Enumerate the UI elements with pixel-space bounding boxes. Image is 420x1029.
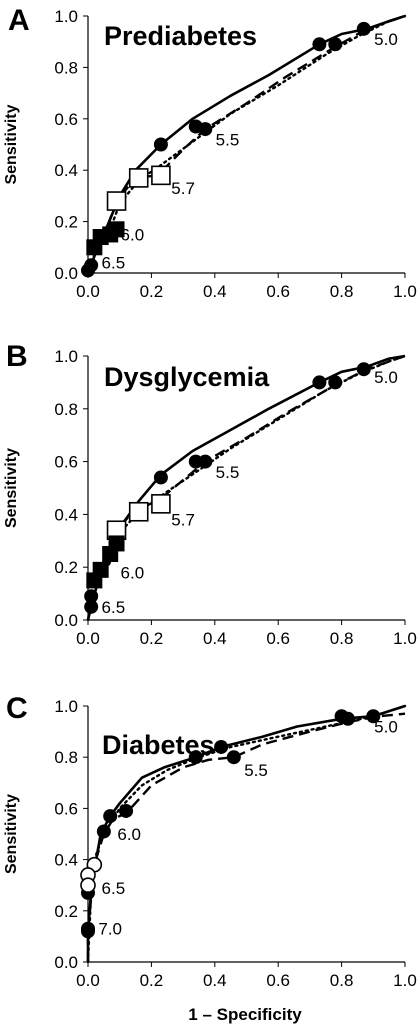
marker-square-open xyxy=(106,191,127,211)
marker-circle-filled xyxy=(366,709,381,724)
x-axis-label: 1 – Specificity xyxy=(188,1005,302,1024)
y-axis-label: Sensitivity xyxy=(3,104,20,184)
y-tick-label: 1.0 xyxy=(54,7,78,26)
x-tick-label: 1.0 xyxy=(393,971,417,990)
marker-square-filled xyxy=(108,535,125,552)
x-tick-label: 0.6 xyxy=(266,971,290,990)
cutoff-label: 6.0 xyxy=(121,563,145,582)
cutoff-label: 6.0 xyxy=(117,825,141,844)
y-tick-label: 0.0 xyxy=(54,264,78,283)
y-tick-label: 0.6 xyxy=(54,799,78,818)
marker-circle-filled xyxy=(153,137,168,152)
panel-a: 0.0 0.2 0.4 0.6 0.8 1.0 0.0 0.2 0.4 0.6 0.8 1.0 Sens… xyxy=(3,4,417,301)
cutoff-label: 5.5 xyxy=(216,130,240,149)
x-tick-label: 0.6 xyxy=(266,282,290,301)
panel-b: 0.0 0.2 0.4 0.6 0.8 1.0 0.0 0.2 0.4 0.6 0.8 1.0 Sens… xyxy=(3,340,417,648)
y-tick-label: 0.8 xyxy=(54,748,78,767)
marker-square-filled xyxy=(108,221,125,238)
cutoff-label: 5.5 xyxy=(216,463,240,482)
x-tick-label: 0.8 xyxy=(330,282,354,301)
y-tick-label: 0.2 xyxy=(54,902,78,921)
cutoff-label: 7.0 xyxy=(98,920,122,939)
x-tick-label: 0.0 xyxy=(76,629,100,648)
y-tick-label: 0.0 xyxy=(54,953,78,972)
series-line-dashed xyxy=(86,712,406,962)
cutoff-label: 6.5 xyxy=(102,598,126,617)
x-tick-label: 0.8 xyxy=(330,971,354,990)
x-tick-label: 0.4 xyxy=(203,629,227,648)
x-tick-label: 0.2 xyxy=(140,282,164,301)
marker-circle-filled xyxy=(84,599,99,614)
x-tick-label: 1.0 xyxy=(393,629,417,648)
marker-circle-filled xyxy=(103,809,118,824)
marker-circle-filled xyxy=(96,824,111,839)
marker-circle-filled xyxy=(312,375,327,390)
marker-circle-filled xyxy=(334,709,349,724)
marker-circle-filled xyxy=(226,750,241,765)
cutoff-label: 5.0 xyxy=(374,30,398,49)
y-tick-label: 0.4 xyxy=(54,161,78,180)
y-tick-label: 0.6 xyxy=(54,110,78,129)
panel-title: Dysglycemia xyxy=(104,362,270,392)
marker-circle-filled xyxy=(188,750,203,765)
cutoff-label: 5.7 xyxy=(171,511,195,530)
marker-circle-filled xyxy=(198,122,213,137)
marker-circle-filled xyxy=(84,258,99,273)
cutoff-label: 5.0 xyxy=(374,368,398,387)
y-axis-label: Sensitivity xyxy=(3,794,20,874)
y-tick-label: 1.0 xyxy=(54,347,78,366)
marker-circle-filled xyxy=(214,739,229,754)
x-tick-label: 0.2 xyxy=(140,629,164,648)
x-tick-label: 0.8 xyxy=(330,629,354,648)
cutoff-label: 5.7 xyxy=(171,179,195,198)
marker-circle-filled xyxy=(84,589,99,604)
marker-circle-filled xyxy=(81,924,95,939)
cutoff-label: 6.5 xyxy=(102,879,126,898)
cutoff-label: 5.0 xyxy=(374,717,398,736)
cutoff-label: 6.5 xyxy=(102,254,126,273)
x-tick-label: 0.4 xyxy=(203,971,227,990)
x-tick-label: 0.0 xyxy=(76,282,100,301)
panel-c: 0.0 0.2 0.4 0.6 0.8 1.0 0.0 0.2 0.4 0.6 0.8 1.0 Sens… xyxy=(3,692,417,990)
marker-circle-filled xyxy=(119,803,134,818)
y-tick-label: 0.2 xyxy=(54,558,78,577)
marker-square-open xyxy=(128,501,149,522)
cutoff-label: 5.5 xyxy=(244,761,268,780)
panel-letter: A xyxy=(8,4,30,37)
y-tick-label: 0.6 xyxy=(54,453,78,472)
marker-circle-filled xyxy=(312,37,327,52)
marker-square-open xyxy=(128,168,149,188)
panel-letter: C xyxy=(6,692,28,725)
y-tick-label: 0.8 xyxy=(54,400,78,419)
x-tick-label: 1.0 xyxy=(393,282,417,301)
marker-square-open xyxy=(151,494,171,514)
panel-title: Prediabetes xyxy=(104,21,257,51)
y-tick-label: 0.4 xyxy=(54,505,78,524)
marker-circle-open xyxy=(80,877,96,894)
x-tick-label: 0.2 xyxy=(140,971,164,990)
marker-circle-filled xyxy=(153,470,168,485)
y-tick-label: 0.8 xyxy=(54,58,78,77)
marker-circle-filled xyxy=(328,37,343,52)
x-tick-label: 0.0 xyxy=(76,971,100,990)
y-tick-label: 0.0 xyxy=(54,611,78,630)
cutoff-label: 6.0 xyxy=(121,225,145,244)
y-axis-label: Sensitivity xyxy=(3,448,20,528)
y-tick-label: 0.4 xyxy=(54,851,78,870)
panel-letter: B xyxy=(6,340,28,373)
y-tick-label: 0.2 xyxy=(54,213,78,232)
marker-circle-filled xyxy=(198,454,213,469)
marker-circle-filled xyxy=(356,362,371,377)
marker-square-filled xyxy=(92,561,109,578)
y-tick-label: 1.0 xyxy=(54,697,78,716)
marker-square-open xyxy=(151,165,171,186)
marker-circle-filled xyxy=(328,375,343,390)
x-tick-label: 0.6 xyxy=(266,629,290,648)
x-tick-label: 0.4 xyxy=(203,282,227,301)
marker-circle-filled xyxy=(356,21,371,36)
